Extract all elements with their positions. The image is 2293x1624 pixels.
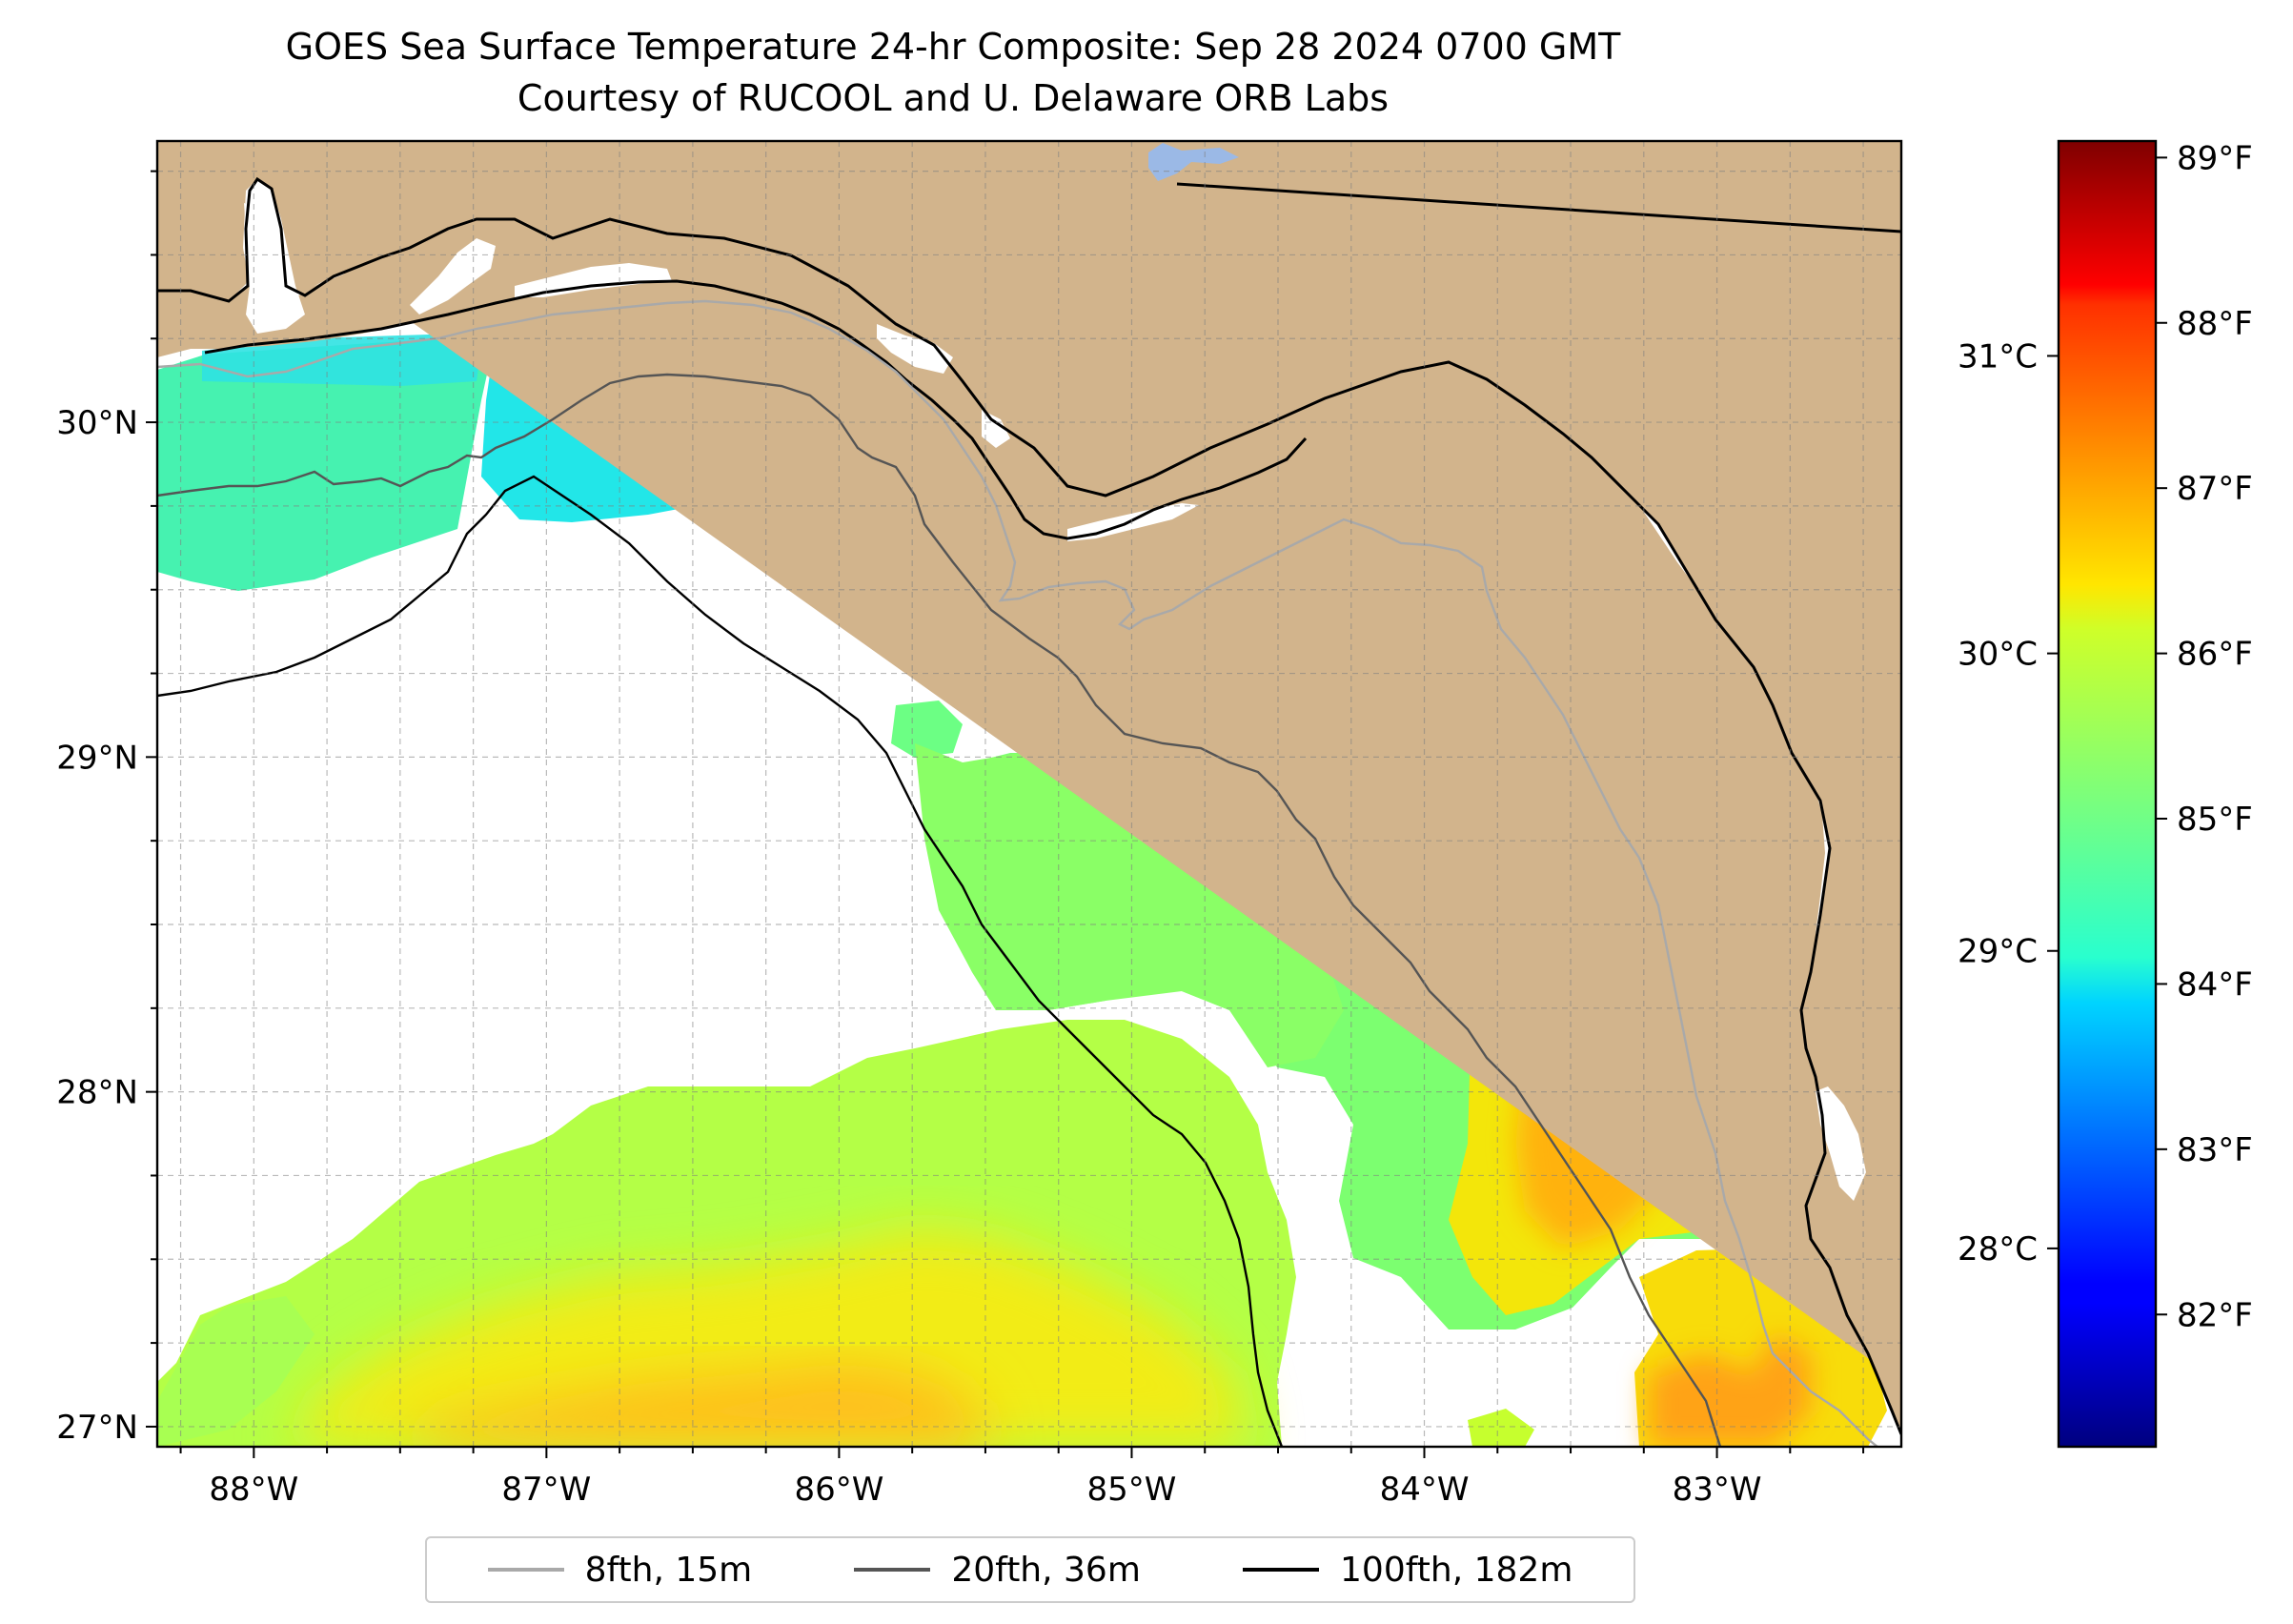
latitude-axis: 27°N 28°N 29°N 30°N <box>56 170 157 1447</box>
legend-swatch-100fth <box>1243 1568 1320 1572</box>
tampa-bay <box>1816 1086 1866 1201</box>
coastline-main <box>157 176 1901 1435</box>
c-tick-label: 28°C <box>1958 1230 2038 1269</box>
legend-item-20fth: 20fth, 36m <box>854 1551 1141 1590</box>
sst-region-southeast-hot <box>1649 1334 1811 1447</box>
sst-region-south-spot <box>1468 1409 1534 1447</box>
legend-label-8fth: 8fth, 15m <box>584 1550 753 1590</box>
lon-tick-label: 83°W <box>1673 1471 1762 1509</box>
lon-tick-label: 88°W <box>209 1471 298 1509</box>
isobath-20fth-36m <box>157 373 1722 1447</box>
lat-tick-label: 27°N <box>56 1409 138 1447</box>
legend-swatch-8fth <box>487 1568 564 1572</box>
longitude-axis: 88°W 87°W 86°W 85°W 84°W 83°W <box>179 1447 1865 1509</box>
land-mainland <box>157 141 1901 1434</box>
sst-region-central <box>915 743 1344 1067</box>
f-tick-label: 88°F <box>2177 305 2253 343</box>
lon-tick-label: 84°W <box>1380 1471 1470 1509</box>
mobile-bay <box>243 179 305 334</box>
sst-region-south-orange <box>400 1363 991 1447</box>
lat-tick-label: 29°N <box>56 739 138 777</box>
lon-tick-label: 86°W <box>794 1471 883 1509</box>
legend-label-100fth: 100fth, 182m <box>1340 1550 1573 1590</box>
map-title: GOES Sea Surface Temperature 24-hr Compo… <box>285 26 1621 68</box>
f-tick-label: 82°F <box>2177 1296 2253 1334</box>
legend-item-100fth: 100fth, 182m <box>1243 1551 1573 1590</box>
land-mobile-bay-shore <box>157 141 1525 496</box>
map-subtitle: Courtesy of RUCOOL and U. Delaware ORB L… <box>517 77 1390 119</box>
map-area[interactable] <box>157 141 1901 1447</box>
legend-label-20fth: 20fth, 36m <box>951 1550 1141 1590</box>
gridlines <box>157 141 1901 1447</box>
lat-tick-label: 30°N <box>56 404 138 442</box>
c-tick-label: 31°C <box>1958 337 2038 376</box>
colorbar: 82°F 83°F 84°F 85°F 86°F 87°F 88°F 89°F 28°C 29°… <box>1958 139 2253 1449</box>
f-tick-label: 84°F <box>2177 965 2253 1004</box>
c-tick-label: 29°C <box>1958 933 2038 971</box>
sst-region-south-yellow <box>286 1229 1248 1447</box>
choctawhatchee-bay <box>515 263 672 297</box>
lon-tick-label: 87°W <box>501 1471 591 1509</box>
map-frame <box>155 139 1903 1449</box>
st-andrews-bay <box>877 324 953 374</box>
f-tick-label: 89°F <box>2177 139 2253 177</box>
f-tick-label: 87°F <box>2177 470 2253 508</box>
sst-region-south-green-west <box>157 1296 315 1447</box>
sst-region-northwest <box>157 335 496 591</box>
f-tick-label: 86°F <box>2177 636 2253 674</box>
coastline-state-line <box>1176 182 1901 233</box>
legend-item-8fth: 8fth, 15m <box>487 1550 753 1590</box>
isobath-legend: 8fth, 15m 20fth, 36m 100fth, 182m <box>425 1536 1635 1603</box>
sst-region-small-patch <box>891 700 963 758</box>
f-tick-label: 83°F <box>2177 1131 2253 1169</box>
isobaths <box>157 299 1878 1447</box>
colorbar-gradient <box>2057 139 2158 1449</box>
legend-swatch-20fth <box>854 1568 931 1572</box>
isobath-8fth-15m <box>157 299 1878 1447</box>
lake <box>1148 143 1239 181</box>
f-tick-label: 85°F <box>2177 801 2253 839</box>
st-joe-bay <box>982 410 1010 448</box>
lon-tick-label: 85°W <box>1087 1471 1177 1509</box>
c-tick-label: 30°C <box>1958 636 2038 674</box>
land <box>157 141 1901 1434</box>
colorbar-fahrenheit-axis: 82°F 83°F 84°F 85°F 86°F 87°F 88°F 89°F <box>2156 139 2253 1334</box>
lat-tick-label: 28°N <box>56 1074 138 1112</box>
isobath-100fth-182m <box>157 475 1284 1447</box>
colorbar-celsius-axis: 28°C 29°C 30°C 31°C <box>1958 337 2059 1269</box>
pensacola-bay <box>410 238 496 315</box>
